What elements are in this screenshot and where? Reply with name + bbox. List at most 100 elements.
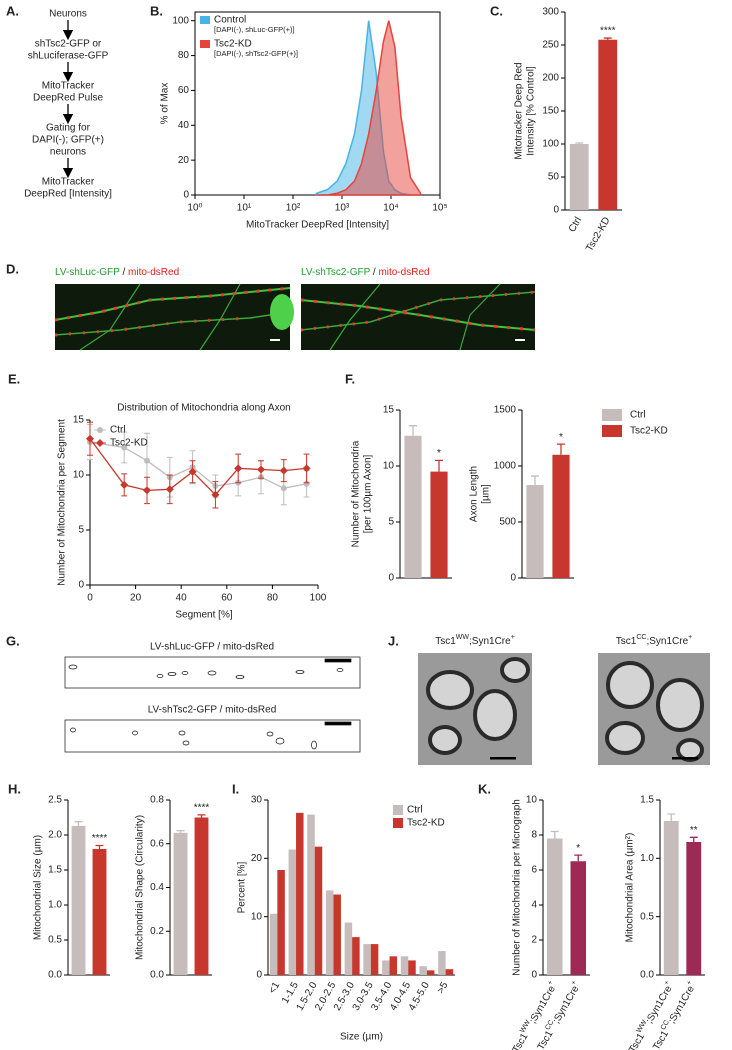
- outline-title: LV-shTsc2-GFP / mito-dsRed: [148, 705, 277, 716]
- y-tick-label: 5: [78, 525, 84, 536]
- label-part: Tsc1: [535, 1028, 555, 1050]
- bar: [663, 821, 679, 975]
- legend-label: Tsc2-KD: [407, 818, 445, 829]
- flow-step: DAPI(-); GFP(+): [32, 135, 104, 146]
- bar: [352, 937, 360, 975]
- mito-outline: [156, 674, 164, 678]
- y-axis-label: Mitochondrial Size (µm): [33, 835, 44, 940]
- legend-swatch: [200, 40, 210, 48]
- axon-profiles: [605, 661, 704, 762]
- label-part: +: [511, 634, 515, 641]
- error-bar: [575, 142, 584, 144]
- fiber: [199, 283, 241, 351]
- mito-outline: [70, 727, 76, 733]
- error-bar: [667, 813, 676, 821]
- mito-outline: [275, 737, 285, 745]
- scale-bar: [672, 757, 698, 760]
- y-tick-label: 0.0: [150, 970, 164, 981]
- x-axis-label: MitoTracker DeepRed [Intensity]: [246, 220, 389, 231]
- legend-swatch: [602, 425, 622, 437]
- axon: [605, 721, 645, 755]
- bar: [344, 922, 353, 975]
- y-tick-label: 0.4: [150, 882, 164, 893]
- legend-detail: [DAPI(-), shTsc2-GFP(+)]: [214, 49, 298, 58]
- x-tick-label: 100: [310, 593, 327, 604]
- bar: [430, 471, 448, 578]
- legend-swatch: [200, 16, 210, 24]
- mito-outline: [182, 740, 190, 746]
- significance: *: [559, 432, 563, 443]
- mito-outline: [167, 672, 177, 676]
- bar: [333, 894, 341, 975]
- panel-label: B.: [150, 3, 163, 18]
- em-title: Tsc1CC;Syn1Cre+: [616, 634, 692, 646]
- x-tick-label: 40: [176, 593, 188, 604]
- label-part: Tsc1: [651, 1028, 671, 1050]
- flow-step: DeepRed Pulse: [33, 93, 103, 104]
- marker: [121, 444, 128, 451]
- axon: [473, 689, 517, 741]
- bar: [438, 951, 446, 975]
- flow-step: neurons: [50, 147, 86, 158]
- bar: [552, 454, 570, 578]
- title-part: /: [370, 267, 378, 278]
- bar: [269, 913, 278, 975]
- bar: [92, 849, 107, 975]
- panel-label: C.: [490, 3, 503, 18]
- x-tick-label: 10⁰: [187, 203, 202, 214]
- error-bar: [197, 814, 206, 818]
- x-tick-label: <1: [267, 980, 282, 996]
- y-axis-label: Intensity [% Control]: [526, 66, 537, 156]
- label-part: Tsc1: [627, 1031, 647, 1050]
- y-tick-label: 2: [531, 935, 537, 946]
- label-part: CC: [545, 1019, 556, 1031]
- y-tick-label: 8: [531, 830, 537, 841]
- error-bar: [689, 836, 698, 842]
- x-tick-label: 60: [221, 593, 233, 604]
- x-axis-label: Size (µm): [340, 1032, 383, 1043]
- chart-title: Distribution of Mitochondria along Axon: [117, 403, 290, 414]
- y-tick-label: 1500: [494, 405, 517, 416]
- error-bar: [74, 821, 83, 826]
- label-part: CC: [660, 1019, 671, 1031]
- x-tick-label: 0: [87, 593, 93, 604]
- mito-outline: [68, 664, 78, 670]
- mito-outline: [132, 730, 138, 736]
- significance: *: [576, 843, 580, 854]
- label-part: Tsc1: [435, 636, 456, 647]
- y-tick-label: 60: [178, 85, 190, 96]
- bar: [314, 846, 323, 975]
- y-tick-label: 250: [542, 40, 559, 51]
- mito-outline: [181, 671, 189, 675]
- y-tick-label: 300: [542, 7, 559, 18]
- y-tick-label: 500: [499, 517, 516, 528]
- bar: [389, 956, 398, 975]
- y-tick-label: 10: [383, 461, 395, 472]
- y-tick-label: 0.6: [150, 838, 164, 849]
- y-tick-label: 6: [531, 865, 537, 876]
- error-bar: [95, 844, 104, 849]
- marker: [279, 466, 288, 475]
- y-tick-label: 0: [531, 970, 537, 981]
- label-part: Tsc1: [616, 636, 637, 647]
- axon: [676, 738, 704, 762]
- error-bar: [574, 854, 583, 862]
- outline-frame: [64, 656, 361, 689]
- cell-body: [270, 294, 294, 330]
- scale-bar: [324, 658, 352, 663]
- axon: [606, 661, 654, 709]
- y-tick-label: 0.8: [150, 795, 164, 806]
- y-axis-label: Number of Mitochondria per Segment: [57, 419, 68, 586]
- significance: **: [690, 825, 698, 836]
- error-bar: [409, 425, 417, 436]
- legend-swatch: [602, 409, 622, 421]
- legend-label: Ctrl: [630, 410, 646, 421]
- bar: [194, 817, 209, 975]
- micrograph-title: LV-shLuc-GFP / mito-dsRed: [55, 267, 179, 278]
- axon: [428, 725, 462, 755]
- error-bar: [550, 830, 559, 839]
- y-tick-label: 4: [531, 900, 537, 911]
- panel-label: E.: [8, 371, 20, 386]
